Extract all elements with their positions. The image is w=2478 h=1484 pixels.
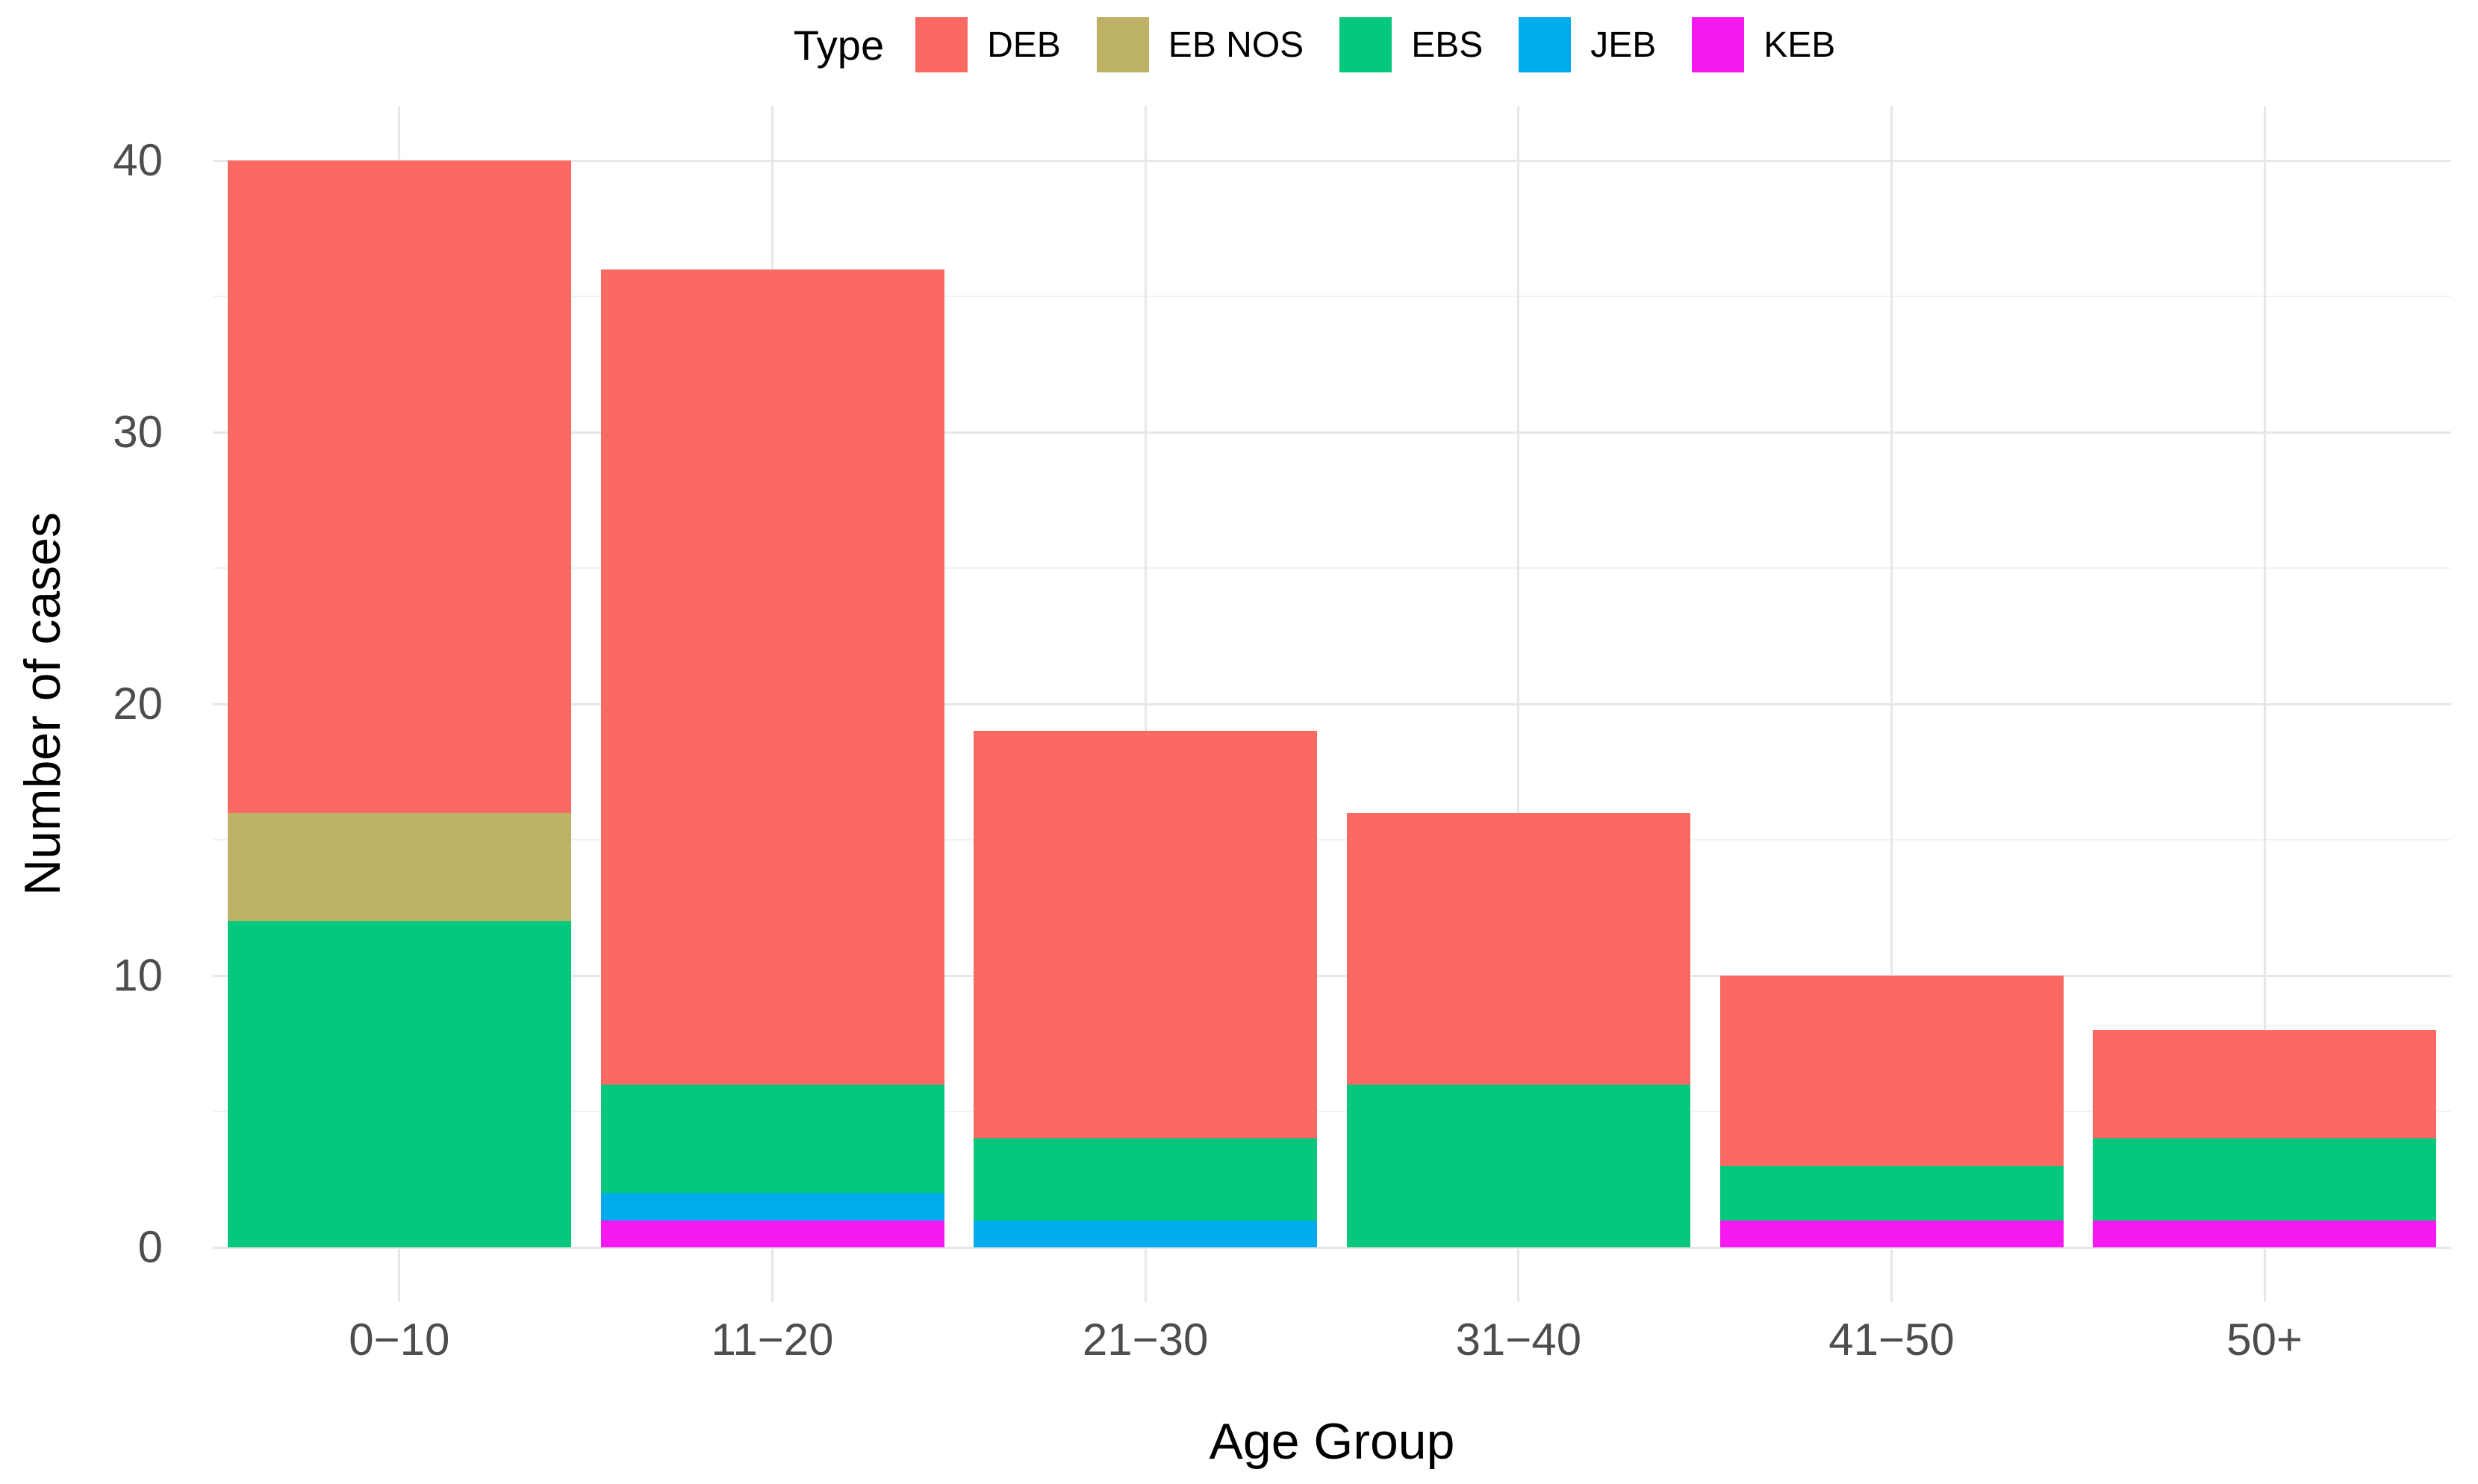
y-tick-label-20: 20 [113, 679, 163, 729]
legend-item-keb: KEB [1692, 17, 1835, 72]
bar-segment-deb [2093, 1029, 2437, 1139]
legend-item-label: JEB [1590, 25, 1657, 65]
bar-segment-deb [600, 269, 944, 1085]
legend-item-deb: DEB [915, 17, 1061, 72]
y-tick-label-40: 40 [113, 135, 163, 185]
bar-segment-ebs [2093, 1138, 2437, 1220]
x-axis-title: Age Group [1209, 1413, 1455, 1470]
plot-panel [213, 106, 2451, 1302]
legend-item-ebs: EBS [1339, 17, 1483, 72]
bar-segment-ebs [1719, 1165, 2064, 1220]
gridline-major-y20 [213, 702, 2451, 705]
bar-segment-keb [600, 1220, 944, 1247]
gridline-major-x-4 [1517, 106, 1520, 1302]
bar-segment-deb [1346, 812, 1690, 1085]
legend-swatch-icon [1096, 17, 1149, 72]
bar-segment-ebs [974, 1138, 1318, 1220]
legend: Type DEB EB NOS EBS JEB KEB [187, 7, 2478, 82]
bar-segment-deb [1719, 976, 2064, 1166]
x-tick-label-6: 50+ [2226, 1315, 2303, 1365]
gridline-major-y10 [213, 974, 2451, 977]
gridline-major-y40 [213, 159, 2451, 162]
gridline-minor-y25 [213, 567, 2451, 569]
bar-segment-keb [2093, 1220, 2437, 1247]
legend-swatch-icon [915, 17, 968, 72]
x-tick-label-3: 21−30 [1082, 1315, 1209, 1365]
gridline-major-x-3 [1144, 106, 1147, 1302]
bar-segment-deb [227, 160, 571, 813]
bar-segment-deb [974, 731, 1318, 1139]
legend-title: Type [793, 21, 885, 69]
y-tick-label-30: 30 [113, 407, 163, 457]
bar-segment-ebs [1346, 1084, 1690, 1247]
bar-segment-jeb [600, 1193, 944, 1220]
x-tick-label-2: 11−20 [711, 1315, 834, 1365]
legend-item-label: EBS [1411, 25, 1484, 65]
legend-swatch-icon [1339, 17, 1392, 72]
legend-item-label: DEB [987, 25, 1061, 65]
bar-segment-ebs [600, 1084, 944, 1194]
gridline-minor-y15 [213, 839, 2451, 841]
bar-segment-ebs [227, 921, 571, 1247]
x-tick-label-4: 31−40 [1455, 1315, 1582, 1365]
gridline-minor-y5 [213, 1111, 2451, 1112]
legend-item-jeb: JEB [1519, 17, 1656, 72]
x-tick-label-1: 0−10 [349, 1315, 450, 1365]
y-tick-label-0: 0 [137, 1222, 163, 1272]
bar-segment-eb-nos [227, 812, 571, 922]
legend-item-label: EB NOS [1168, 25, 1304, 65]
legend-item-label: KEB [1763, 25, 1836, 65]
legend-swatch-icon [1692, 17, 1745, 72]
gridline-major-x-6 [2263, 106, 2266, 1302]
y-tick-label-10: 10 [113, 950, 163, 1000]
bar-segment-jeb [974, 1220, 1318, 1247]
legend-swatch-icon [1519, 17, 1572, 72]
gridline-minor-y35 [213, 296, 2451, 297]
legend-item-eb-nos: EB NOS [1096, 17, 1304, 72]
x-tick-label-5: 41−50 [1828, 1315, 1955, 1365]
gridline-major-y0 [213, 1246, 2451, 1249]
gridline-major-y30 [213, 431, 2451, 434]
gridline-major-x-5 [1890, 106, 1893, 1302]
bar-segment-keb [1719, 1220, 2064, 1247]
